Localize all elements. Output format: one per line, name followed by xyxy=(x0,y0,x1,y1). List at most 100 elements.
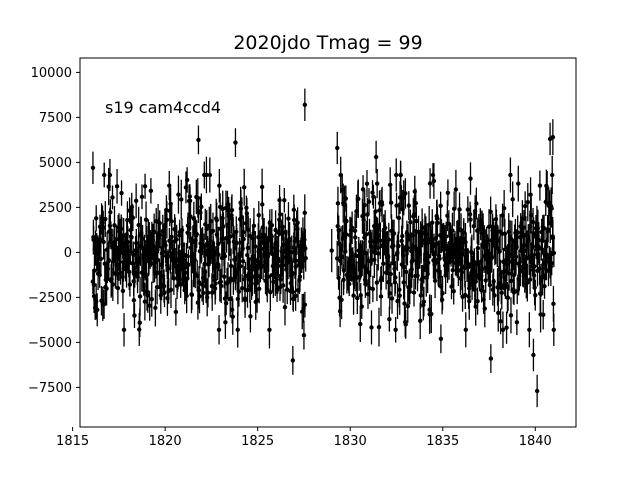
data-point xyxy=(248,300,253,333)
data-point xyxy=(243,262,248,291)
point-marker xyxy=(379,275,384,280)
point-marker xyxy=(393,275,398,280)
data-point xyxy=(394,192,399,219)
point-marker xyxy=(295,220,300,225)
data-point xyxy=(446,210,452,238)
x-tick-label: 1825 xyxy=(241,434,274,449)
point-marker xyxy=(223,320,228,325)
data-point xyxy=(508,157,513,193)
data-point xyxy=(551,238,557,268)
y-tick-label: 2500 xyxy=(39,201,72,216)
data-point xyxy=(251,207,257,244)
data-point xyxy=(101,224,106,260)
data-point xyxy=(463,280,468,310)
data-point xyxy=(127,272,133,297)
data-point xyxy=(246,215,251,244)
point-marker xyxy=(405,237,411,242)
data-point xyxy=(514,309,520,336)
point-marker xyxy=(418,293,423,298)
point-marker xyxy=(504,261,510,267)
point-marker xyxy=(303,256,308,261)
data-point xyxy=(527,312,532,348)
y-axis: −7500 −5000 −2500 0 2500 5000 7500 10000 xyxy=(28,66,80,396)
point-marker xyxy=(525,280,530,285)
point-marker xyxy=(369,325,374,330)
data-point xyxy=(242,168,247,206)
point-marker xyxy=(502,231,508,237)
data-point xyxy=(411,278,417,307)
point-marker xyxy=(503,284,508,290)
data-point xyxy=(184,167,190,193)
data-point xyxy=(405,224,411,256)
data-point xyxy=(91,268,97,301)
data-point xyxy=(358,305,363,343)
data-point xyxy=(276,245,281,278)
point-marker xyxy=(475,245,481,251)
point-marker xyxy=(509,278,514,284)
data-point xyxy=(463,312,468,348)
point-marker xyxy=(468,176,473,181)
y-tick-label: 7500 xyxy=(39,111,72,126)
data-point xyxy=(230,298,235,335)
point-marker xyxy=(421,299,427,304)
point-marker xyxy=(387,291,392,296)
data-point xyxy=(137,277,143,316)
point-marker xyxy=(254,298,260,303)
x-tick-label: 1840 xyxy=(519,434,552,449)
data-point xyxy=(355,282,360,315)
point-marker xyxy=(302,302,308,307)
data-point xyxy=(534,374,540,408)
data-point xyxy=(139,184,145,210)
point-marker xyxy=(373,209,378,214)
point-marker xyxy=(463,292,468,298)
point-marker xyxy=(387,317,392,322)
data-point xyxy=(370,275,376,303)
point-marker xyxy=(137,294,143,299)
data-point xyxy=(435,206,440,240)
point-marker xyxy=(282,305,288,310)
data-point xyxy=(295,207,300,239)
point-marker xyxy=(453,187,459,192)
data-point xyxy=(362,189,367,221)
data-point xyxy=(90,151,96,184)
point-marker xyxy=(527,327,532,332)
data-point xyxy=(356,179,361,218)
data-point xyxy=(292,204,297,236)
point-marker xyxy=(127,282,133,287)
data-point xyxy=(344,203,349,239)
point-marker xyxy=(144,289,150,294)
point-marker xyxy=(290,270,295,276)
data-point xyxy=(302,88,308,121)
point-marker xyxy=(438,336,444,341)
point-marker xyxy=(450,228,455,233)
point-marker xyxy=(199,204,204,209)
point-marker xyxy=(356,196,361,201)
point-marker xyxy=(378,238,383,243)
point-marker xyxy=(147,303,152,308)
data-point xyxy=(531,217,536,250)
data-point xyxy=(445,179,451,207)
point-marker xyxy=(242,185,247,190)
point-marker xyxy=(545,227,551,232)
point-marker xyxy=(125,239,131,245)
point-marker xyxy=(225,279,231,285)
point-marker xyxy=(269,222,275,228)
data-point xyxy=(98,241,104,277)
point-marker xyxy=(416,229,421,234)
data-point xyxy=(498,308,503,335)
data-point xyxy=(196,125,201,155)
data-point xyxy=(369,310,374,345)
point-marker xyxy=(339,254,345,260)
data-point xyxy=(379,265,384,290)
point-marker xyxy=(197,294,202,299)
data-point xyxy=(235,312,240,348)
data-point xyxy=(142,173,148,199)
point-marker xyxy=(391,231,397,236)
point-marker xyxy=(98,256,104,262)
data-point xyxy=(239,197,245,237)
point-marker xyxy=(403,191,408,196)
point-marker xyxy=(353,235,358,240)
point-marker xyxy=(396,243,401,249)
data-point xyxy=(293,281,298,311)
point-marker xyxy=(241,236,246,242)
